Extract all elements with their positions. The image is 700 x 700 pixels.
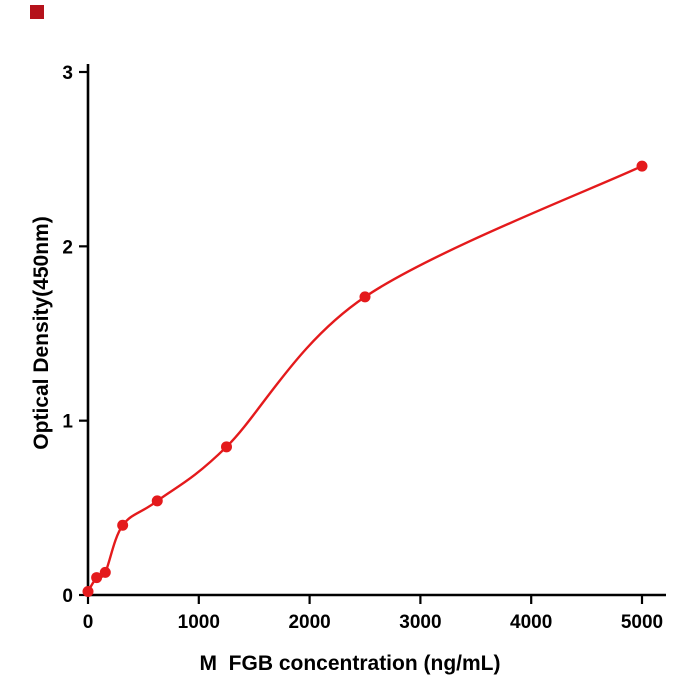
y-axis-title: Optical Density(450nm) <box>30 216 53 450</box>
x-axis-title: M FGB concentration (ng/mL) <box>199 652 501 675</box>
y-tick-label: 1 <box>62 412 73 433</box>
data-point <box>91 572 103 584</box>
y-tick-label: 2 <box>62 237 73 258</box>
x-tick-label: 5000 <box>621 612 663 633</box>
fit-curve <box>86 164 644 593</box>
logo-fragment <box>30 5 44 19</box>
data-point <box>359 291 371 303</box>
data-point <box>151 495 163 507</box>
data-point <box>636 160 648 172</box>
x-tick-label: 4000 <box>510 612 552 633</box>
y-tick-label: 3 <box>62 63 73 84</box>
x-tick-label: 0 <box>83 612 94 633</box>
x-tick-label: 3000 <box>399 612 441 633</box>
x-tick-label: 2000 <box>288 612 330 633</box>
y-tick-label: 0 <box>62 586 73 607</box>
x-tick-label: 1000 <box>178 612 220 633</box>
data-point <box>99 566 111 578</box>
data-point <box>82 586 94 598</box>
data-point <box>117 519 129 531</box>
data-point <box>221 441 232 453</box>
